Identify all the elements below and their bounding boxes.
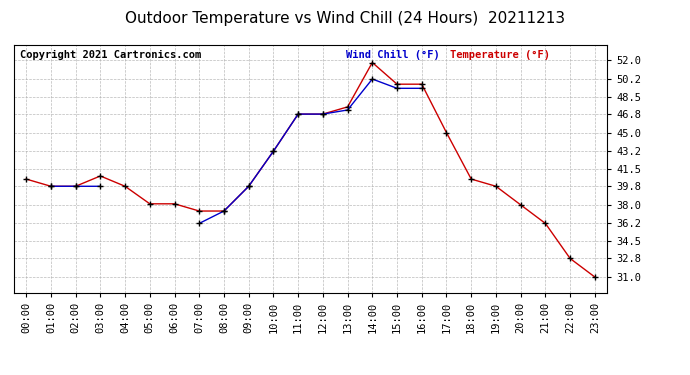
Text: Wind Chill (°F): Wind Chill (°F)	[346, 50, 446, 60]
Text: Temperature (°F): Temperature (°F)	[450, 50, 550, 60]
Text: Copyright 2021 Cartronics.com: Copyright 2021 Cartronics.com	[20, 50, 201, 60]
Text: Outdoor Temperature vs Wind Chill (24 Hours)  20211213: Outdoor Temperature vs Wind Chill (24 Ho…	[125, 11, 565, 26]
